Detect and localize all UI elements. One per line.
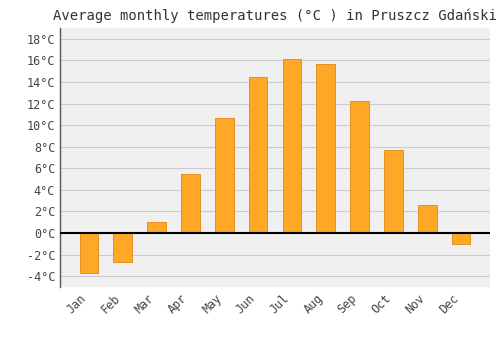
Bar [114, 233, 132, 262]
Bar [350, 102, 369, 233]
Bar [80, 233, 98, 273]
Bar [147, 222, 166, 233]
Bar [215, 118, 234, 233]
Bar [418, 205, 436, 233]
Bar [181, 174, 200, 233]
Bar [316, 64, 335, 233]
Bar [282, 59, 301, 233]
Bar [452, 233, 470, 244]
Bar [384, 150, 403, 233]
Bar [249, 77, 268, 233]
Title: Average monthly temperatures (°C ) in Pruszcz Gdański: Average monthly temperatures (°C ) in Pr… [53, 8, 497, 23]
